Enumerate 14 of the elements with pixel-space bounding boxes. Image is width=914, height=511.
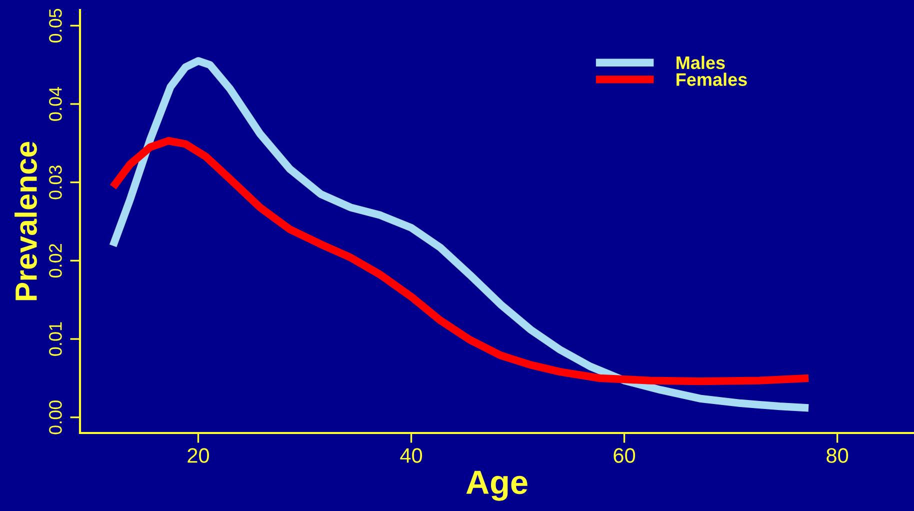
x-tick-label: 60	[614, 448, 636, 463]
y-axis-title: Prevalence	[14, 142, 37, 300]
y-tick-label: 0.04	[49, 86, 62, 121]
y-tick-label: 0.00	[49, 400, 62, 434]
legend-label: Males	[676, 56, 725, 70]
y-tick-label: 0.02	[49, 244, 62, 278]
legend-label: Females	[676, 72, 747, 86]
x-tick-label: 80	[826, 448, 848, 463]
y-tick-label: 0.05	[49, 8, 62, 43]
y-tick-label: 0.03	[49, 166, 62, 200]
x-tick-label: 20	[188, 448, 210, 463]
y-tick-label: 0.01	[49, 322, 62, 356]
x-tick-label: 40	[400, 448, 422, 463]
x-axis-title: Age	[466, 470, 528, 501]
